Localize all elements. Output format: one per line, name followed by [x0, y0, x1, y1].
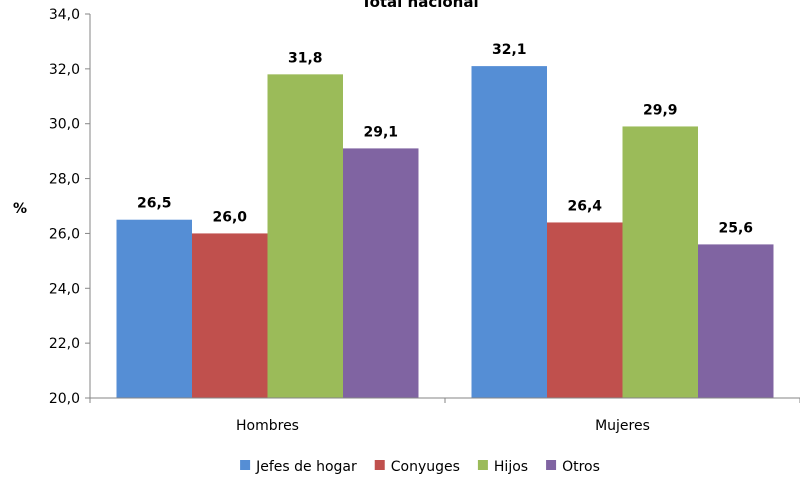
bar — [116, 219, 192, 398]
bar — [698, 244, 774, 398]
data-label: 32,1 — [492, 42, 527, 58]
chart-title: Total nacional — [361, 0, 478, 11]
y-axis-label: % — [13, 201, 27, 217]
y-tick-label: 28,0 — [49, 172, 80, 188]
data-label: 31,8 — [288, 50, 323, 66]
data-label: 29,9 — [643, 102, 678, 118]
bar — [267, 74, 343, 398]
bar — [622, 126, 698, 398]
y-tick-label: 32,0 — [49, 62, 80, 78]
bar — [192, 233, 268, 398]
y-tick-label: 24,0 — [49, 281, 80, 297]
legend-entry: Otros — [562, 459, 600, 475]
bars: 26,5 26,0 31,8 29,1 32,1 26,4 29,9 25,6 — [116, 42, 774, 398]
x-axis: Hombres Mujeres — [89, 397, 800, 434]
legend-entry: Jefes de hogar — [255, 459, 357, 475]
y-tick-label: 26,0 — [49, 226, 80, 242]
legend-swatch — [240, 460, 251, 470]
y-tick-label: 34,0 — [49, 7, 80, 23]
data-label: 26,5 — [137, 196, 172, 212]
y-tick-label: 22,0 — [49, 336, 80, 352]
legend-swatch — [546, 460, 557, 470]
y-axis: 20,0 22,0 24,0 26,0 28,0 30,0 32,0 34,0 — [49, 7, 91, 407]
data-label: 26,4 — [567, 198, 602, 214]
bar — [343, 148, 419, 398]
data-label: 29,1 — [363, 124, 398, 140]
y-tick-label: 30,0 — [49, 117, 80, 133]
bar — [547, 222, 623, 398]
data-label: 25,6 — [718, 220, 753, 236]
x-category-label: Hombres — [236, 418, 299, 434]
bar — [471, 66, 547, 398]
legend-swatch — [477, 460, 488, 470]
legend-swatch — [374, 460, 385, 470]
data-label: 26,0 — [212, 209, 247, 225]
y-tick-label: 20,0 — [49, 391, 80, 407]
x-category-label: Mujeres — [595, 418, 650, 434]
legend: Jefes de hogar Conyuges Hijos Otros — [240, 459, 600, 475]
legend-entry: Conyuges — [391, 459, 460, 475]
legend-entry: Hijos — [494, 459, 528, 475]
